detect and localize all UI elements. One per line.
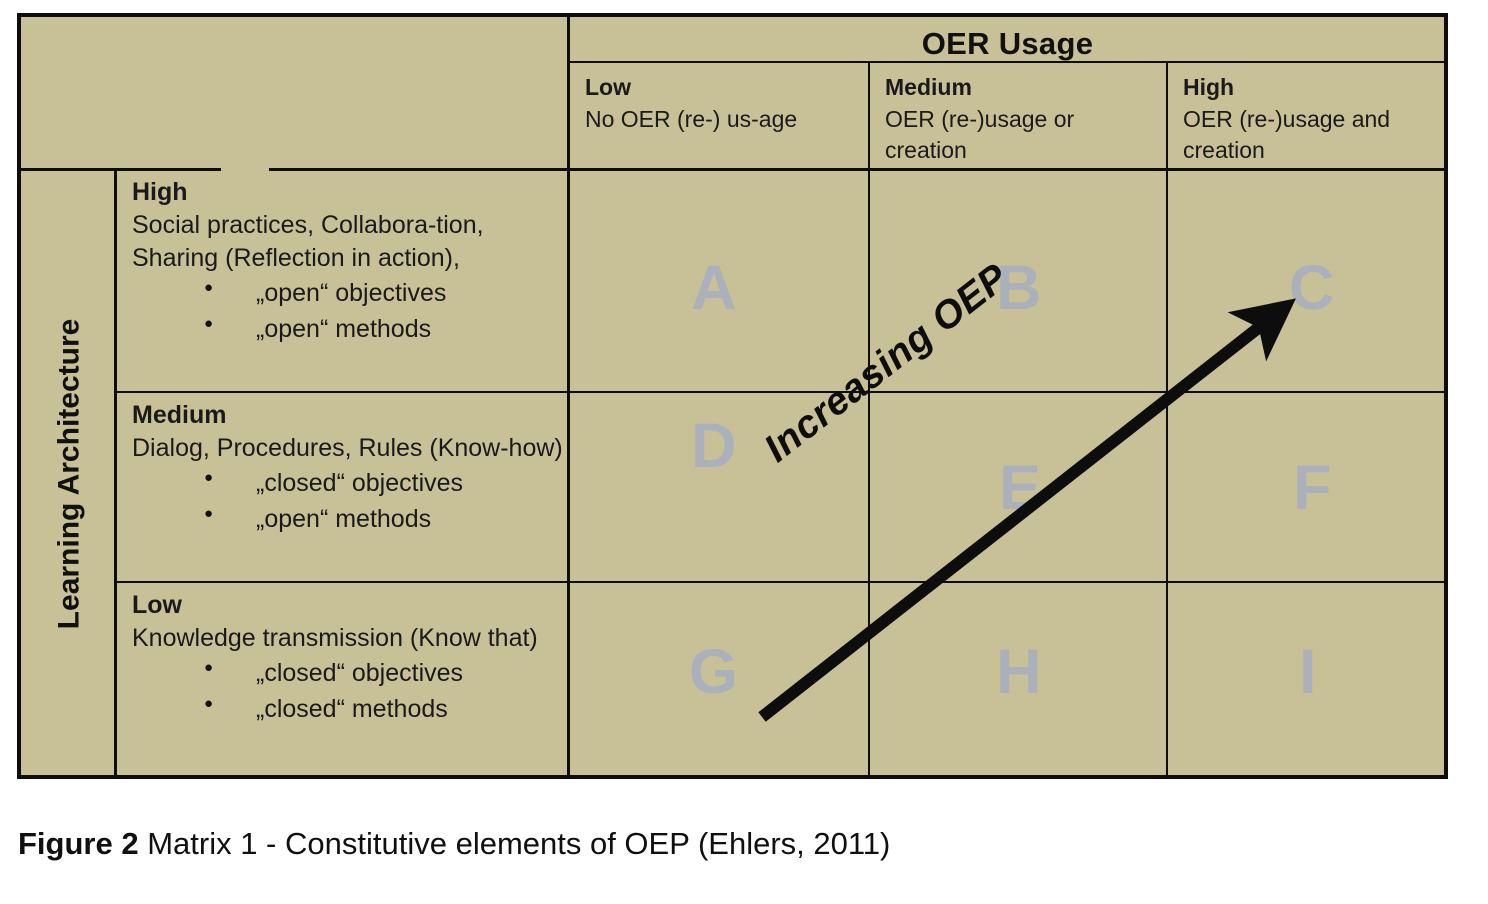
list-item: „open“ methods	[204, 310, 564, 347]
list-item: „closed“ methods	[204, 690, 564, 727]
column-header-low: Low No OER (re-) us-age	[570, 72, 868, 135]
matrix-cell-b: B	[996, 253, 1042, 323]
matrix-cell-f: F	[1293, 453, 1332, 523]
matrix-cell-g: G	[689, 637, 739, 707]
figure-caption: Figure 2 Matrix 1 - Constitutive element…	[18, 826, 890, 862]
matrix-cell-c: C	[1289, 253, 1335, 323]
row-axis-title-text: Learning Architecture	[52, 318, 85, 629]
figure-caption-label: Figure 2	[18, 826, 139, 861]
matrix-cell-h: H	[996, 637, 1042, 707]
grid-hline-header-left	[21, 168, 221, 171]
grid-vline-col1	[567, 17, 570, 775]
column-header-medium: Medium OER (re-)usage or creation	[870, 72, 1166, 167]
matrix-cell-a: A	[691, 253, 737, 323]
row-descriptor-low: Low Knowledge transmission (Know that) „…	[118, 585, 570, 775]
row-descriptor-low-title: Low	[132, 591, 182, 619]
row-descriptor-high: High Social practices, Collabora-tion, S…	[118, 172, 570, 391]
column-header-low-title: Low	[585, 74, 631, 100]
column-header-medium-title: Medium	[885, 74, 972, 100]
list-item: „closed“ objectives	[204, 464, 564, 501]
matrix-cell-d: D	[691, 411, 737, 481]
column-header-medium-desc: OER (re-)usage or creation	[885, 105, 1075, 164]
grid-hline-row2	[114, 581, 1444, 583]
list-item: „open“ methods	[204, 500, 564, 537]
row-descriptor-high-bullets: „open“ objectives „open“ methods	[132, 274, 564, 348]
row-descriptor-medium: Medium Dialog, Procedures, Rules (Know-h…	[118, 395, 570, 581]
grid-hline-header-right	[269, 168, 1444, 171]
grid-hline-row1	[114, 391, 1444, 393]
matrix-cell-i: I	[1299, 637, 1317, 707]
column-header-low-desc: No OER (re-) us-age	[585, 105, 798, 132]
list-item: „open“ objectives	[204, 274, 564, 311]
column-header-high-title: High	[1183, 74, 1235, 100]
row-descriptor-medium-title: Medium	[132, 401, 227, 429]
column-header-high: High OER (re-)usage and creation	[1168, 72, 1444, 167]
oep-matrix-table: OER Usage Low No OER (re-) us-age Medium…	[17, 13, 1448, 779]
row-descriptor-high-body: Social practices, Collabora-tion, Sharin…	[132, 211, 484, 272]
row-descriptor-low-body: Knowledge transmission (Know that)	[132, 624, 538, 652]
row-descriptor-medium-bullets: „closed“ objectives „open“ methods	[132, 464, 564, 538]
column-header-high-desc: OER (re-)usage and creation	[1183, 105, 1391, 164]
row-descriptor-medium-body: Dialog, Procedures, Rules (Know-how)	[132, 434, 563, 462]
grid-hline-oer-title	[567, 61, 1444, 63]
grid-vline-rowlabel	[114, 168, 117, 775]
row-descriptor-low-bullets: „closed“ objectives „closed“ methods	[132, 654, 564, 728]
row-axis-title: Learning Architecture	[22, 168, 116, 779]
list-item: „closed“ objectives	[204, 654, 564, 691]
figure-caption-text: Matrix 1 - Constitutive elements of OEP …	[138, 826, 891, 861]
column-axis-title: OER Usage	[921, 26, 1094, 61]
matrix-cell-e: E	[999, 453, 1042, 523]
row-descriptor-high-title: High	[132, 178, 188, 206]
